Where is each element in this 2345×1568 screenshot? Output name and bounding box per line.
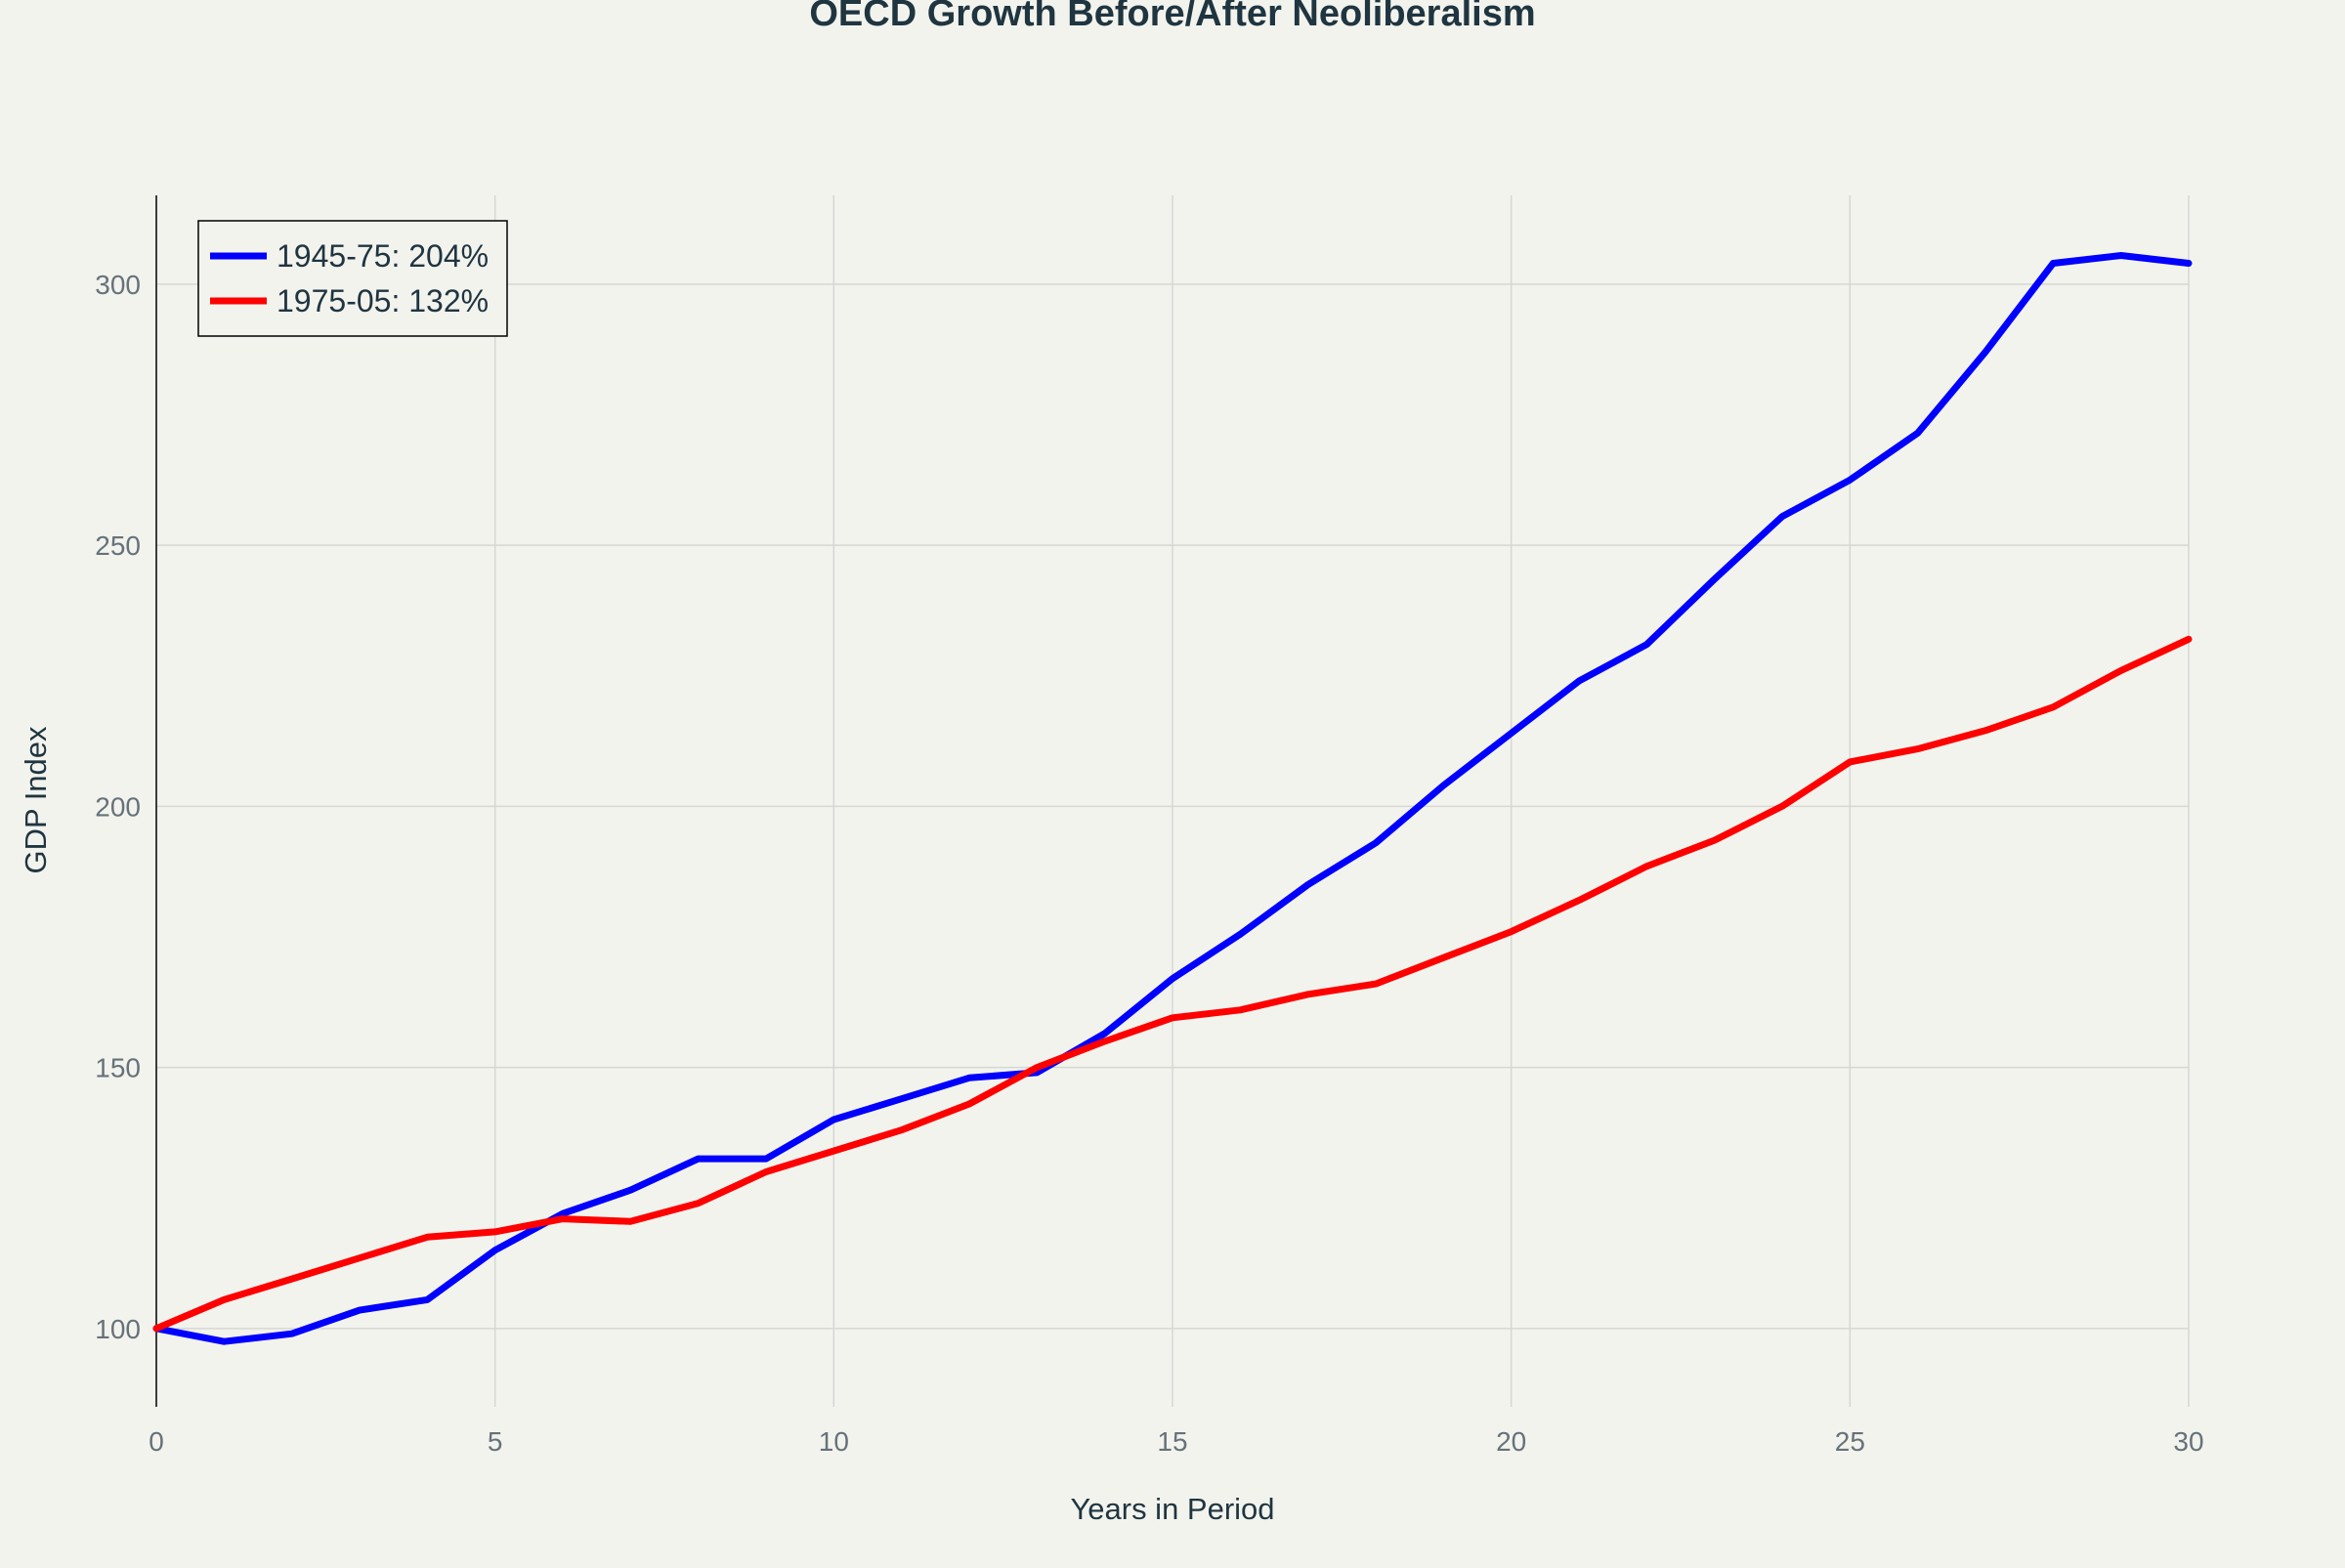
legend-label-1975-05: 1975-05: 132%	[277, 283, 489, 318]
y-tick-label: 250	[95, 530, 141, 561]
chart-title: OECD Growth Before/After Neoliberalism	[809, 0, 1535, 34]
legend: 1945-75: 204% 1975-05: 132%	[197, 220, 508, 337]
legend-box	[197, 220, 508, 337]
series-line-1975-05	[152, 635, 2193, 1333]
gridlines	[156, 195, 2190, 1407]
x-tick-label: 15	[1157, 1426, 1187, 1457]
series-line-1945-75	[152, 252, 2193, 1345]
series-lines	[152, 252, 2193, 1345]
y-tick-label: 300	[95, 270, 141, 300]
x-tick-label: 5	[488, 1426, 503, 1457]
y-tick-label: 100	[95, 1314, 141, 1344]
tick-labels: 0 5 10 15 20 25 30 100 150 200 250 300	[95, 270, 2203, 1457]
y-tick-label: 150	[95, 1053, 141, 1083]
x-tick-label: 0	[149, 1426, 164, 1457]
x-axis-title: Years in Period	[1070, 1492, 1274, 1526]
x-tick-label: 20	[1496, 1426, 1526, 1457]
x-tick-label: 25	[1835, 1426, 1865, 1457]
y-axis-title: GDP Index	[19, 726, 53, 874]
y-tick-label: 200	[95, 791, 141, 822]
x-tick-label: 10	[819, 1426, 849, 1457]
x-tick-label: 30	[2173, 1426, 2203, 1457]
legend-label-1945-75: 1945-75: 204%	[277, 238, 489, 274]
